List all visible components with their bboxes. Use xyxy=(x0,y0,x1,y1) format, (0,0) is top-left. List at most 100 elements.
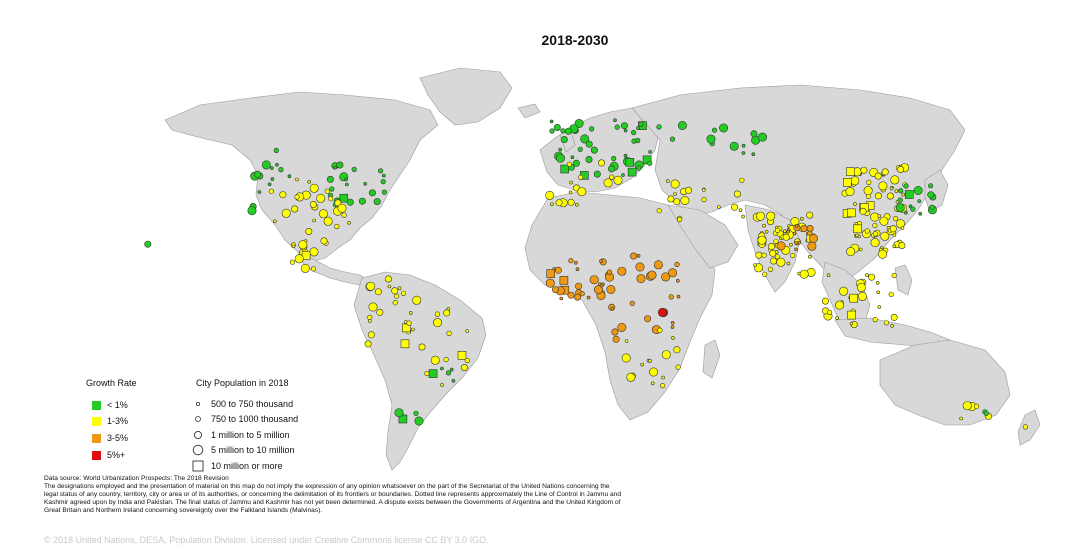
city-marker xyxy=(451,378,456,383)
city-marker xyxy=(661,350,671,360)
city-marker xyxy=(346,198,354,206)
city-marker xyxy=(826,309,833,316)
city-marker xyxy=(545,190,555,200)
legend-pop-square: 10 million or more xyxy=(191,460,283,472)
city-marker xyxy=(875,280,880,285)
city-marker xyxy=(757,132,767,142)
city-marker xyxy=(572,159,580,167)
city-marker xyxy=(631,138,637,144)
legend-item-1to3: 1-3% xyxy=(92,416,128,426)
city-marker xyxy=(341,212,347,218)
city-marker xyxy=(807,230,813,236)
city-marker xyxy=(673,198,681,206)
city-marker xyxy=(430,355,440,365)
city-marker xyxy=(300,263,310,273)
city-marker xyxy=(806,211,814,219)
city-marker xyxy=(585,156,593,164)
city-marker xyxy=(411,327,415,332)
city-marker xyxy=(761,252,767,258)
city-marker xyxy=(676,294,681,299)
megacity-marker xyxy=(559,276,569,285)
city-marker xyxy=(636,126,640,130)
city-marker xyxy=(636,274,646,284)
city-marker xyxy=(443,356,449,363)
megacity-marker xyxy=(339,193,349,203)
city-marker xyxy=(670,325,675,329)
megacity-marker xyxy=(849,293,859,303)
city-marker xyxy=(617,266,627,276)
city-marker xyxy=(326,175,334,183)
city-marker xyxy=(808,254,812,259)
city-marker xyxy=(782,233,790,241)
city-marker xyxy=(575,267,580,272)
city-marker xyxy=(890,323,894,328)
city-marker xyxy=(900,226,905,230)
city-marker xyxy=(574,202,579,207)
city-marker xyxy=(613,118,617,122)
city-marker xyxy=(324,188,330,194)
iceland xyxy=(517,103,541,119)
city-marker xyxy=(599,283,604,288)
city-marker xyxy=(464,357,470,364)
data-source: Data source: World Urbanization Prospect… xyxy=(44,475,229,482)
city-marker xyxy=(298,240,308,250)
city-marker xyxy=(792,231,797,236)
city-marker xyxy=(668,268,678,278)
city-marker xyxy=(872,317,878,323)
city-marker xyxy=(647,160,653,166)
city-marker xyxy=(889,186,894,191)
megacity-marker xyxy=(846,167,855,176)
city-marker xyxy=(794,241,799,245)
city-marker xyxy=(757,235,767,245)
city-marker xyxy=(367,314,373,321)
copyright-notice: © 2018 United Nations, DESA, Population … xyxy=(44,535,489,545)
city-marker xyxy=(680,196,690,206)
city-marker xyxy=(554,266,562,274)
city-marker xyxy=(786,230,790,234)
city-marker xyxy=(719,123,729,133)
city-marker xyxy=(858,247,863,252)
city-marker xyxy=(850,176,860,186)
city-marker xyxy=(566,161,573,167)
city-marker xyxy=(558,147,563,152)
city-marker xyxy=(741,214,745,219)
city-marker xyxy=(559,296,564,301)
city-marker xyxy=(730,203,738,211)
city-marker xyxy=(668,294,674,300)
legend-pop-m: 1 million to 5 million xyxy=(191,429,290,441)
dot-s-icon xyxy=(191,413,205,425)
city-marker xyxy=(753,263,757,267)
australia xyxy=(879,339,1011,426)
city-marker xyxy=(603,178,613,188)
city-marker xyxy=(320,237,328,245)
city-marker xyxy=(656,124,662,130)
city-marker xyxy=(648,150,652,154)
swatch-green xyxy=(92,400,101,410)
city-marker xyxy=(567,291,575,299)
city-marker xyxy=(766,211,776,221)
city-marker xyxy=(609,174,615,180)
city-markers xyxy=(144,118,1029,430)
city-marker xyxy=(378,168,384,174)
city-marker xyxy=(606,269,613,275)
city-marker xyxy=(333,165,337,170)
city-marker xyxy=(640,362,645,367)
city-marker xyxy=(309,183,319,193)
city-marker xyxy=(670,179,680,189)
city-marker xyxy=(774,227,781,233)
city-marker xyxy=(329,186,335,192)
city-marker xyxy=(589,275,599,285)
city-marker xyxy=(568,258,574,264)
city-marker xyxy=(807,241,817,251)
city-marker xyxy=(593,285,603,295)
city-population-heading: City Population in 2018 xyxy=(196,378,289,388)
city-marker xyxy=(717,205,721,209)
city-marker xyxy=(621,353,631,363)
city-marker xyxy=(741,143,746,148)
city-marker xyxy=(465,329,470,333)
city-marker xyxy=(351,166,357,172)
city-marker xyxy=(892,233,897,237)
city-marker xyxy=(959,416,963,421)
megacity-marker xyxy=(642,155,652,165)
